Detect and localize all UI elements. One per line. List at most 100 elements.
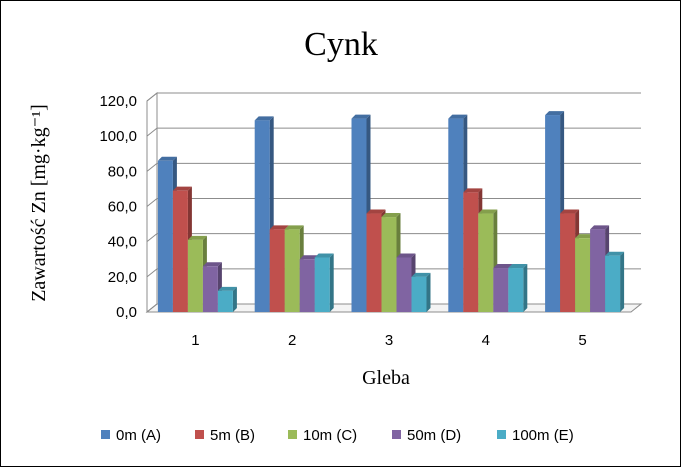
bar-top bbox=[157, 156, 177, 161]
y-axis-label: Zawartość Zn [mg·kg⁻¹] bbox=[28, 104, 50, 302]
bar-face bbox=[366, 213, 382, 312]
bar-face bbox=[508, 268, 524, 312]
legend-label: 5m (B) bbox=[210, 427, 255, 444]
bar-face bbox=[478, 213, 494, 312]
bar-top bbox=[493, 264, 513, 269]
bar bbox=[508, 264, 528, 312]
bar-side bbox=[426, 272, 431, 312]
bar-top bbox=[202, 262, 222, 267]
legend: 0m (A) 5m (B) 10m (C) 50m (D) 100m (E) bbox=[101, 427, 574, 444]
bar-face bbox=[314, 257, 330, 312]
bar-face bbox=[545, 115, 561, 312]
bar bbox=[411, 272, 431, 312]
bar-face bbox=[217, 290, 233, 312]
legend-item: 0m (A) bbox=[101, 427, 161, 444]
bar-face bbox=[381, 217, 397, 312]
bar-side bbox=[329, 253, 334, 312]
bar-face bbox=[493, 268, 509, 312]
bar-side bbox=[232, 286, 237, 312]
bar-side bbox=[620, 251, 625, 312]
bar-face bbox=[157, 160, 173, 312]
bar-top bbox=[187, 235, 207, 240]
bar-top bbox=[575, 234, 595, 239]
bar-top bbox=[545, 111, 565, 116]
bar-top bbox=[254, 116, 274, 121]
legend-swatch bbox=[101, 430, 110, 439]
bar-face bbox=[299, 259, 315, 312]
y-tick-label: 40,0 bbox=[108, 234, 137, 251]
bar-top bbox=[396, 253, 416, 258]
bar-face bbox=[448, 118, 464, 312]
x-tick-label: 3 bbox=[385, 332, 393, 349]
y-tick-label: 0,0 bbox=[116, 304, 137, 321]
legend-swatch bbox=[392, 430, 401, 439]
gridline bbox=[146, 198, 641, 207]
gridline bbox=[146, 162, 641, 172]
bar-face bbox=[396, 257, 412, 312]
bar-top bbox=[351, 114, 371, 119]
bar-top bbox=[448, 114, 468, 119]
chart-title: Cynk bbox=[304, 26, 378, 63]
y-tick-label: 120,0 bbox=[99, 93, 137, 110]
legend-label: 10m (C) bbox=[303, 427, 357, 444]
bar-face bbox=[269, 229, 285, 312]
y-tick-label: 100,0 bbox=[99, 128, 137, 145]
x-tick-label: 1 bbox=[191, 332, 199, 349]
bar-top bbox=[314, 253, 334, 258]
bar-top bbox=[269, 225, 289, 230]
bar-face bbox=[590, 229, 606, 312]
legend-item: 10m (C) bbox=[288, 427, 357, 444]
legend-item: 50m (D) bbox=[392, 427, 461, 444]
legend-label: 100m (E) bbox=[512, 427, 574, 444]
gridline bbox=[146, 92, 641, 102]
bar bbox=[314, 253, 334, 312]
legend-swatch bbox=[497, 430, 506, 439]
bar-top bbox=[172, 186, 192, 191]
legend-item: 5m (B) bbox=[195, 427, 255, 444]
legend-label: 0m (A) bbox=[116, 427, 161, 444]
legend-swatch bbox=[195, 430, 204, 439]
y-tick-label: 60,0 bbox=[108, 199, 137, 216]
bar-face bbox=[254, 120, 270, 312]
bar-side bbox=[523, 264, 528, 312]
y-tick-label: 20,0 bbox=[108, 269, 137, 286]
bar-face bbox=[463, 192, 479, 312]
bar-top bbox=[284, 225, 304, 230]
bar-top bbox=[217, 286, 237, 291]
x-tick-label: 4 bbox=[482, 332, 490, 349]
x-axis-label: Gleba bbox=[362, 367, 410, 389]
y-tick-label: 80,0 bbox=[108, 163, 137, 180]
legend-label: 50m (D) bbox=[407, 427, 461, 444]
bar-top bbox=[590, 225, 610, 230]
bar-face bbox=[560, 213, 576, 312]
bars bbox=[157, 111, 625, 312]
bar-face bbox=[411, 276, 427, 312]
y-axis-ticks: 0,0 20,0 40,0 60,0 80,0 100,0 120,0 bbox=[99, 93, 137, 321]
bar-face bbox=[187, 239, 203, 312]
bar-top bbox=[411, 272, 431, 277]
bar-face bbox=[605, 255, 621, 312]
bar-face bbox=[284, 229, 300, 312]
bar bbox=[217, 286, 237, 312]
bar-top bbox=[463, 188, 483, 193]
gridline bbox=[146, 127, 641, 137]
bar-top bbox=[366, 209, 386, 214]
x-tick-label: 5 bbox=[578, 332, 586, 349]
bar-top bbox=[478, 209, 498, 214]
bar-face bbox=[172, 190, 188, 312]
x-axis-ticks: 1 2 3 4 5 bbox=[191, 332, 587, 349]
legend-item: 100m (E) bbox=[497, 427, 574, 444]
bar-top bbox=[605, 251, 625, 256]
bar-face bbox=[351, 118, 367, 312]
bar bbox=[605, 251, 625, 312]
x-tick-label: 2 bbox=[288, 332, 296, 349]
bar-top bbox=[560, 209, 580, 214]
bar-top bbox=[381, 213, 401, 218]
bar-top bbox=[299, 255, 319, 260]
bar-face bbox=[575, 238, 591, 312]
bar-top bbox=[508, 264, 528, 269]
legend-swatch bbox=[288, 430, 297, 439]
bar-face bbox=[202, 266, 218, 312]
